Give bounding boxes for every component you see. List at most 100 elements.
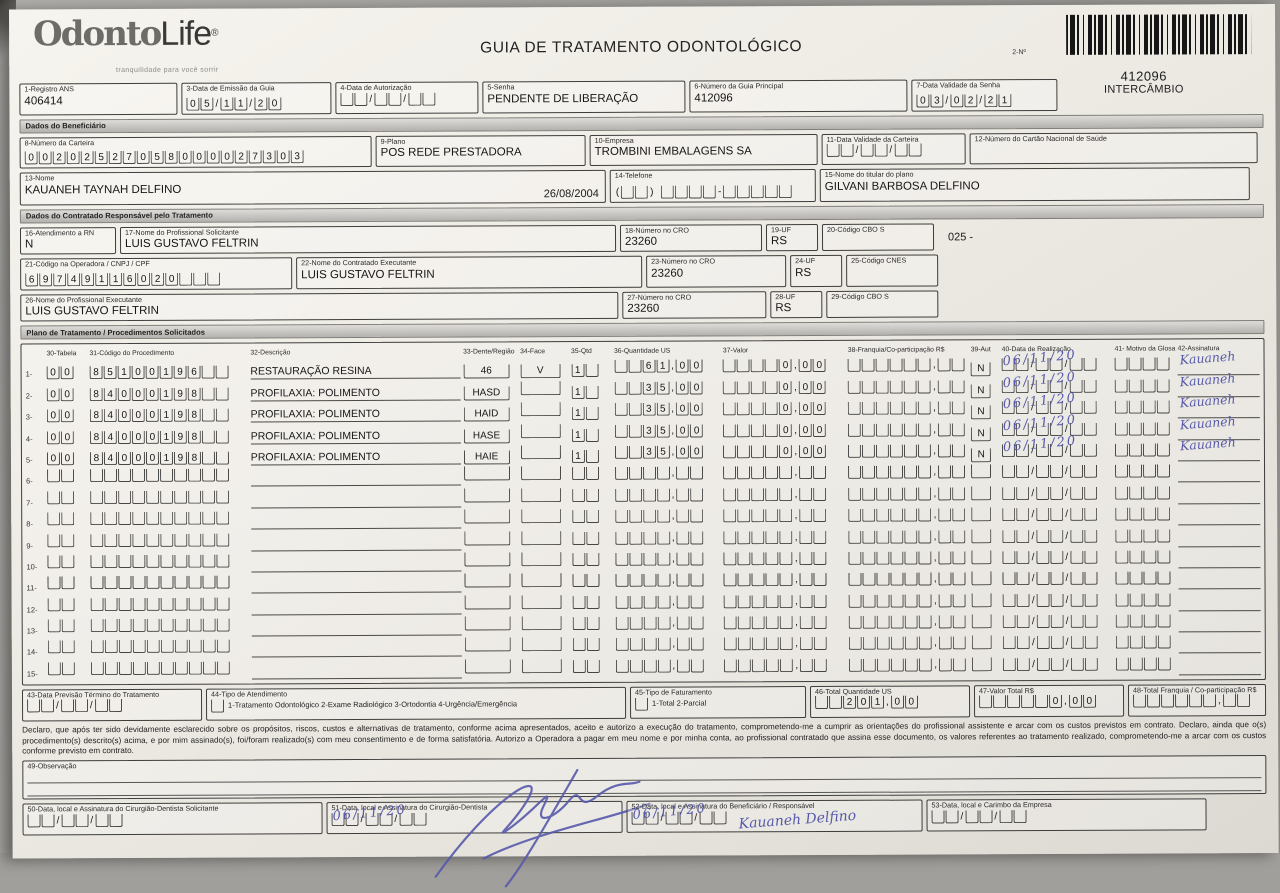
proc-us: , <box>615 531 721 549</box>
proc-codigo <box>91 640 249 659</box>
proc-assinatura <box>1179 660 1261 675</box>
proc-header-us: 36-Quantidade US <box>614 347 720 354</box>
proc-glosa <box>1115 465 1175 483</box>
proc-valor: , <box>724 616 846 635</box>
proc-data: // <box>1003 593 1113 611</box>
proc-dente <box>464 552 518 571</box>
proc-data: //06/11/20 <box>1002 444 1112 462</box>
proc-descricao <box>251 600 461 615</box>
proc-dente: 46 <box>463 361 517 379</box>
proc-qtd <box>572 489 612 507</box>
declaration-text: Declaro, que após ter sido devidamente e… <box>22 720 1266 757</box>
proc-data: // <box>1003 551 1113 569</box>
proc-franquia: , <box>849 615 969 634</box>
proc-codigo <box>91 619 249 638</box>
proc-dente <box>464 531 518 550</box>
proc-qtd <box>572 553 612 571</box>
field-assinatura-dentista: 51-Data, local e Assinatura do Cirurgião… <box>326 801 622 834</box>
proc-n: 6- <box>26 477 44 488</box>
proc-descricao <box>251 557 461 572</box>
proc-assinatura: Kauaneh <box>1178 446 1260 461</box>
proc-qtd <box>572 596 612 614</box>
proc-data: // <box>1002 486 1112 504</box>
proc-franquia: , <box>849 594 969 613</box>
beneficiary-signature: Kauaneh Delfino <box>738 808 857 833</box>
proc-glosa <box>1116 615 1176 633</box>
proc-face <box>520 402 568 421</box>
proc-glosa <box>1115 401 1175 419</box>
proc-header-franquia: 38-Franquia/Co-participação R$ <box>848 346 968 354</box>
proc-aut <box>972 636 1000 655</box>
proc-dente: HAID <box>463 403 517 421</box>
proc-glosa <box>1116 572 1176 590</box>
proc-glosa <box>1116 657 1176 675</box>
proc-n: 10- <box>26 562 44 573</box>
proc-n: 8- <box>26 520 44 531</box>
proc-codigo <box>90 490 248 509</box>
barcode-number-label: 2-Nº <box>1012 49 1026 56</box>
proc-valor: , <box>724 488 846 507</box>
field-cbo-solicitante: 20-Código CBO S <box>822 223 934 251</box>
proc-descricao: PROFILAXIA: POLIMENTO <box>250 386 460 401</box>
proc-face <box>521 552 569 571</box>
proc-glosa <box>1115 358 1175 376</box>
proc-descricao <box>251 579 461 594</box>
proc-franquia: , <box>849 573 969 592</box>
barcode-block: 2-Nº 412096 INTERCÂMBIO <box>1036 14 1251 96</box>
proc-descricao: PROFILAXIA: POLIMENTO <box>251 451 461 466</box>
proc-us: , <box>615 467 721 485</box>
proc-face <box>521 445 569 464</box>
field-plano: 9-Plano POS REDE PRESTADORA <box>376 135 586 167</box>
proc-codigo <box>90 576 248 595</box>
proc-glosa <box>1115 508 1175 526</box>
section-contratado: Dados do Contratado Responsável pelo Tra… <box>20 204 1264 223</box>
field-registro-ans: 1-Registro ANS 406414 <box>19 83 177 115</box>
proc-codigo <box>90 469 248 488</box>
proc-tabela <box>48 619 88 637</box>
proc-glosa <box>1116 550 1176 568</box>
proc-franquia: , <box>848 359 968 378</box>
proc-aut: N <box>971 444 999 462</box>
proc-qtd: 1 <box>571 403 611 421</box>
barcode-mode: INTERCÂMBIO <box>1036 83 1251 96</box>
proc-aut <box>971 486 999 505</box>
proc-tabela <box>47 512 87 530</box>
proc-glosa <box>1115 529 1175 547</box>
proc-n: 15- <box>27 669 45 680</box>
proc-us: , <box>615 659 721 677</box>
proc-assinatura <box>1178 532 1260 547</box>
proc-descricao <box>251 536 461 551</box>
proc-face <box>521 616 569 635</box>
proc-assinatura <box>1179 639 1261 654</box>
proc-descricao <box>251 472 461 487</box>
barcode-number: 412096 <box>1036 68 1251 84</box>
proc-franquia: , <box>849 508 969 527</box>
proc-face <box>521 466 569 485</box>
proc-face <box>521 488 569 507</box>
proc-aut <box>972 529 1000 548</box>
proc-franquia: , <box>848 487 968 506</box>
proc-n: 4- <box>26 434 44 445</box>
field-senha: 5-Senha PENDENTE DE LIBERAÇÃO <box>482 81 685 113</box>
proc-aut <box>972 593 1000 612</box>
proc-n: 3- <box>26 413 44 424</box>
field-cbo-executante: 29-Código CBO S <box>826 290 938 318</box>
proc-tabela <box>47 470 87 488</box>
proc-aut <box>971 465 999 484</box>
proc-franquia: , <box>849 551 969 570</box>
